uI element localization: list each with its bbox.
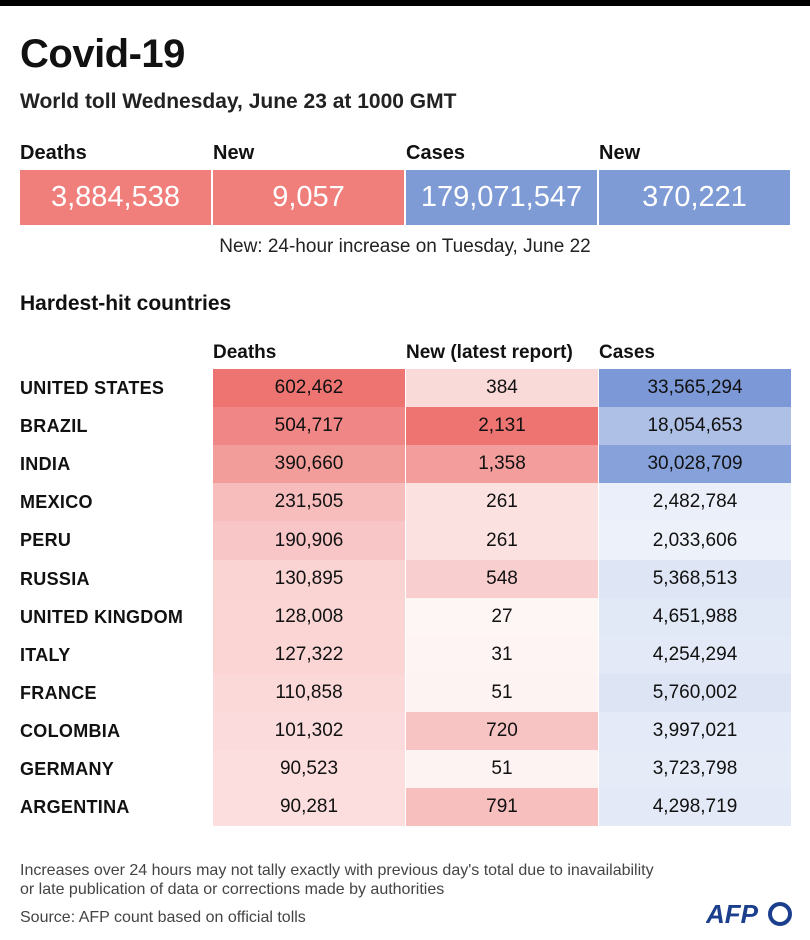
deaths-cell: 130,895 (213, 560, 405, 598)
total-new-cases-label: New (599, 142, 641, 164)
page-title: Covid-19 (20, 32, 185, 76)
new-cell: 31 (406, 636, 598, 674)
total-new-deaths-label: New (213, 142, 255, 164)
totals-note: New: 24-hour increase on Tuesday, June 2… (219, 236, 591, 257)
deaths-cell: 110,858 (213, 674, 405, 712)
column-header-cases: Cases (599, 342, 655, 363)
new-cell: 384 (406, 369, 598, 407)
new-cell: 548 (406, 560, 598, 598)
deaths-cell: 390,660 (213, 445, 405, 483)
total-cases-label: Cases (406, 142, 465, 164)
top-rule (0, 0, 810, 6)
cases-cell: 5,368,513 (599, 560, 791, 598)
cases-cell: 4,651,988 (599, 598, 791, 636)
country-label: COLOMBIA (20, 720, 121, 741)
deaths-cell: 231,505 (213, 483, 405, 521)
afp-logo: AFP (705, 897, 800, 929)
country-label: ARGENTINA (20, 796, 130, 817)
country-label: INDIA (20, 453, 71, 474)
deaths-cell: 190,906 (213, 521, 405, 560)
footnote-line-2: or late publication of data or correctio… (20, 881, 445, 898)
cases-cell: 5,760,002 (599, 674, 791, 712)
country-label: MEXICO (20, 491, 93, 512)
afp-logo-text: AFP (706, 899, 759, 929)
cases-cell: 3,723,798 (599, 750, 791, 788)
cases-cell: 4,298,719 (599, 788, 791, 826)
country-label: PERU (20, 529, 72, 550)
cases-cell: 30,028,709 (599, 445, 791, 483)
total-new-cases-value: 370,221 (599, 170, 790, 225)
deaths-cell: 602,462 (213, 369, 405, 407)
new-cell: 2,131 (406, 407, 598, 445)
country-label: ITALY (20, 644, 71, 665)
total-cases-value: 179,071,547 (406, 170, 597, 225)
deaths-cell: 128,008 (213, 598, 405, 636)
cases-cell: 2,482,784 (599, 483, 791, 521)
deaths-cell: 90,281 (213, 788, 405, 826)
total-deaths-label: Deaths (20, 142, 87, 164)
new-cell: 51 (406, 674, 598, 712)
new-cell: 261 (406, 521, 598, 560)
cases-cell: 18,054,653 (599, 407, 791, 445)
column-header-deaths: Deaths (213, 342, 277, 363)
source-note: Source: AFP count based on official toll… (20, 909, 306, 926)
total-new-deaths-value: 9,057 (213, 170, 404, 225)
page-subtitle: World toll Wednesday, June 23 at 1000 GM… (20, 90, 457, 113)
total-deaths-value: 3,884,538 (20, 170, 211, 225)
country-label: BRAZIL (20, 415, 88, 436)
cases-cell: 2,033,606 (599, 521, 791, 560)
country-label: UNITED KINGDOM (20, 606, 184, 627)
new-cell: 1,358 (406, 445, 598, 483)
deaths-cell: 101,302 (213, 712, 405, 750)
column-header-new: New (latest report) (406, 342, 573, 363)
country-label: UNITED STATES (20, 377, 165, 398)
cases-cell: 3,997,021 (599, 712, 791, 750)
cases-cell: 33,565,294 (599, 369, 791, 407)
new-cell: 791 (406, 788, 598, 826)
deaths-cell: 90,523 (213, 750, 405, 788)
section-title: Hardest-hit countries (20, 292, 232, 315)
new-cell: 51 (406, 750, 598, 788)
deaths-cell: 504,717 (213, 407, 405, 445)
country-label: FRANCE (20, 682, 97, 703)
footnote-line-1: Increases over 24 hours may not tally ex… (20, 862, 654, 879)
cases-cell: 4,254,294 (599, 636, 791, 674)
new-cell: 720 (406, 712, 598, 750)
new-cell: 261 (406, 483, 598, 521)
country-label: GERMANY (20, 758, 115, 779)
country-label: RUSSIA (20, 568, 90, 589)
new-cell: 27 (406, 598, 598, 636)
deaths-cell: 127,322 (213, 636, 405, 674)
